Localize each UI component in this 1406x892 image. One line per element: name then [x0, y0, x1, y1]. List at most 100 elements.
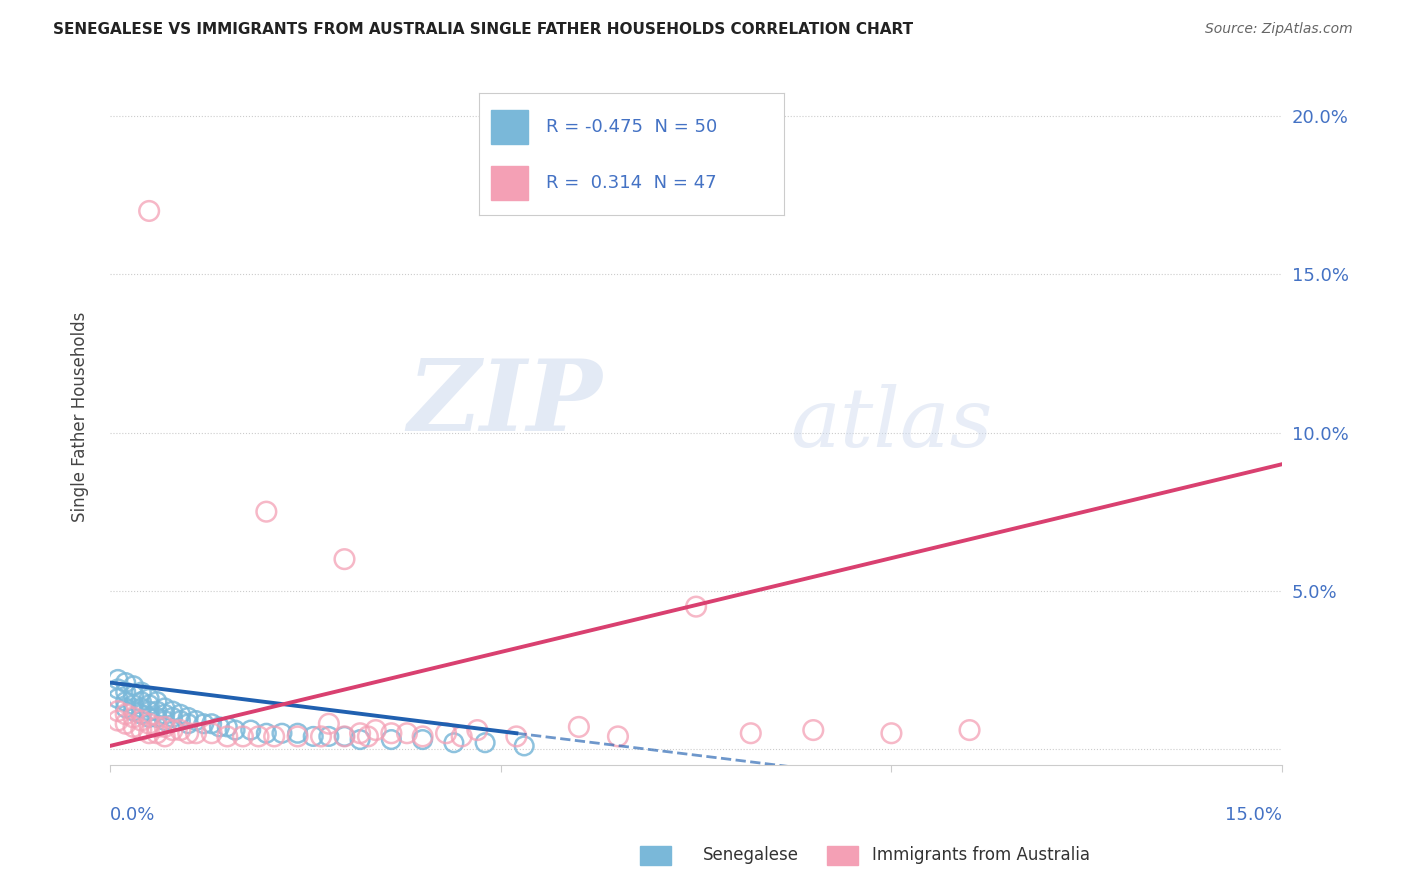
Point — [333, 552, 356, 566]
Point — [309, 730, 332, 744]
Point — [184, 726, 207, 740]
Point — [380, 726, 402, 740]
Point — [153, 730, 176, 744]
Point — [287, 726, 309, 740]
Point — [138, 698, 160, 712]
Point — [434, 726, 457, 740]
Point — [474, 736, 496, 750]
Point — [333, 730, 356, 744]
Point — [685, 599, 707, 614]
Point — [107, 691, 129, 706]
Point — [131, 723, 153, 737]
Text: 0.0%: 0.0% — [110, 806, 156, 824]
Point — [412, 730, 434, 744]
Point — [513, 739, 536, 753]
Point — [122, 698, 145, 712]
Point — [162, 704, 184, 718]
Point — [114, 695, 136, 709]
Point — [153, 720, 176, 734]
Point — [271, 726, 294, 740]
Point — [318, 730, 340, 744]
Point — [107, 673, 129, 687]
Point — [801, 723, 824, 737]
Point — [568, 720, 591, 734]
Point — [153, 714, 176, 728]
Point — [302, 730, 325, 744]
Point — [131, 714, 153, 728]
Point — [184, 714, 207, 728]
Point — [740, 726, 762, 740]
Point — [114, 685, 136, 699]
Point — [138, 726, 160, 740]
Point — [232, 730, 254, 744]
Point — [443, 736, 465, 750]
Point — [146, 704, 169, 718]
Point — [880, 726, 903, 740]
Point — [138, 704, 160, 718]
Point — [146, 726, 169, 740]
Point — [247, 730, 270, 744]
Point — [114, 707, 136, 722]
Point — [224, 723, 246, 737]
Point — [505, 730, 527, 744]
Point — [607, 730, 630, 744]
Point — [333, 730, 356, 744]
Point — [349, 732, 371, 747]
Point — [177, 726, 200, 740]
Point — [122, 679, 145, 693]
Point — [131, 701, 153, 715]
Point — [217, 730, 239, 744]
Point — [162, 723, 184, 737]
Point — [131, 685, 153, 699]
Point — [114, 716, 136, 731]
Point — [169, 723, 191, 737]
Point — [217, 720, 239, 734]
Point — [107, 704, 129, 718]
Point — [254, 726, 277, 740]
Point — [364, 723, 387, 737]
Point — [208, 720, 231, 734]
Point — [201, 726, 224, 740]
Point — [131, 695, 153, 709]
Point — [193, 716, 215, 731]
Point — [287, 730, 309, 744]
Point — [122, 710, 145, 724]
Point — [177, 716, 200, 731]
Text: Source: ZipAtlas.com: Source: ZipAtlas.com — [1205, 22, 1353, 37]
Point — [349, 726, 371, 740]
Text: Senegalese: Senegalese — [703, 846, 799, 863]
Point — [122, 688, 145, 702]
Point — [146, 710, 169, 724]
Point — [122, 720, 145, 734]
Point — [153, 707, 176, 722]
Point — [357, 730, 380, 744]
Point — [412, 732, 434, 747]
Point — [239, 723, 262, 737]
Point — [169, 714, 191, 728]
Point — [138, 716, 160, 731]
Point — [146, 720, 169, 734]
Point — [107, 681, 129, 696]
Point — [263, 730, 285, 744]
Point — [107, 714, 129, 728]
Point — [138, 204, 160, 219]
Text: SENEGALESE VS IMMIGRANTS FROM AUSTRALIA SINGLE FATHER HOUSEHOLDS CORRELATION CHA: SENEGALESE VS IMMIGRANTS FROM AUSTRALIA … — [53, 22, 914, 37]
Y-axis label: Single Father Households: Single Father Households — [72, 311, 89, 522]
Text: Immigrants from Australia: Immigrants from Australia — [872, 846, 1090, 863]
Point — [162, 710, 184, 724]
Point — [465, 723, 488, 737]
Point — [959, 723, 981, 737]
Point — [122, 704, 145, 718]
Text: ZIP: ZIP — [408, 354, 602, 451]
Point — [153, 701, 176, 715]
Point — [395, 726, 418, 740]
Point — [138, 710, 160, 724]
Point — [146, 695, 169, 709]
Point — [131, 707, 153, 722]
Point — [380, 732, 402, 747]
Point — [254, 505, 277, 519]
Point — [318, 716, 340, 731]
Point — [114, 675, 136, 690]
Point — [114, 701, 136, 715]
Text: 15.0%: 15.0% — [1225, 806, 1282, 824]
